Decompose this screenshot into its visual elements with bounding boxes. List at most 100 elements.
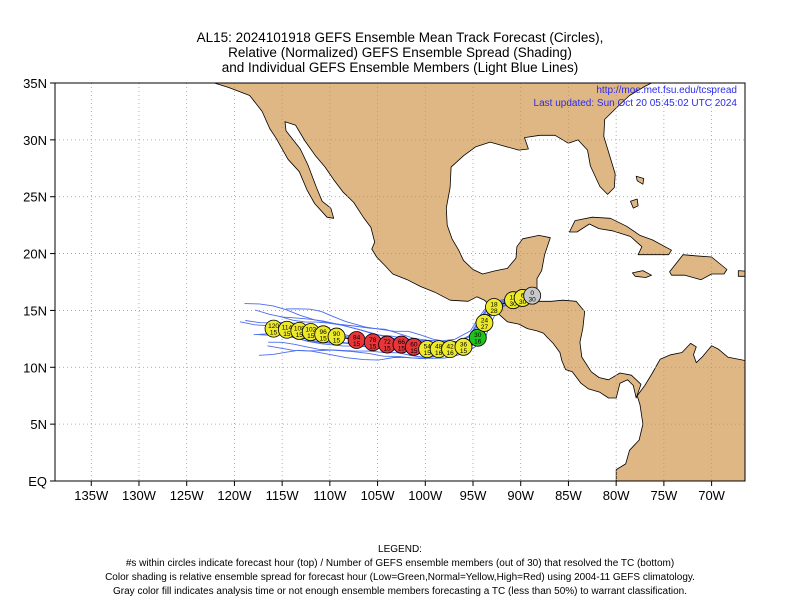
forecast-hour-label: 0 <box>530 290 534 297</box>
credit-updated: Last updated: Sun Oct 20 05:45:02 UTC 20… <box>534 98 738 109</box>
y-tick-label: 30N <box>23 133 47 148</box>
x-tick-label: 95W <box>460 488 487 503</box>
forecast-hour-label: 114 <box>282 324 293 331</box>
member-count-label: 16 <box>474 339 482 346</box>
spread-circle <box>327 327 346 346</box>
forecast-hour-label: 72 <box>383 339 391 346</box>
legend-heading: LEGEND: <box>378 544 422 555</box>
forecast-hour-label: 24 <box>481 317 489 324</box>
forecast-hour-label: 60 <box>410 341 418 348</box>
member-count-label: 15 <box>283 331 291 338</box>
x-tick-label: 75W <box>651 488 678 503</box>
y-tick-label: 10N <box>23 360 47 375</box>
y-tick-label: 15N <box>23 303 47 318</box>
member-count-label: 27 <box>481 324 489 331</box>
land-polygon <box>630 198 639 209</box>
spread-circle <box>454 337 473 356</box>
plot-frame <box>54 82 746 482</box>
land-polygon <box>569 216 672 256</box>
spread-circle <box>475 314 494 332</box>
legend-line-3: Gray color fill indicates analysis time … <box>113 586 687 597</box>
title-line-3: and Individual GEFS Ensemble Members (Li… <box>221 60 579 75</box>
forecast-hour-label: 90 <box>333 331 341 338</box>
land-polygon <box>615 342 745 481</box>
member-count-label: 15 <box>383 346 391 353</box>
land-polygon <box>632 270 652 278</box>
legend-line-1: #s within circles indicate forecast hour… <box>125 558 675 569</box>
x-tick-label: 90W <box>507 488 534 503</box>
member-count-label: 15 <box>270 330 278 337</box>
forecast-hour-label: 102 <box>305 327 316 334</box>
forecast-hour-label: 42 <box>446 344 454 351</box>
member-count-label: 15 <box>369 343 377 350</box>
forecast-hour-label: 54 <box>424 344 432 351</box>
title-line-2: Relative (Normalized) GEFS Ensemble Spre… <box>228 45 572 60</box>
x-tick-label: 125W <box>170 488 205 503</box>
x-tick-label: 115W <box>266 488 300 503</box>
x-tick-label: 100W <box>408 488 443 503</box>
track-point[interactable]: 030 <box>523 286 542 305</box>
member-count-label: 15 <box>320 335 328 342</box>
x-tick-label: 135W <box>74 488 109 503</box>
forecast-hour-label: 108 <box>294 325 305 332</box>
x-tick-label: 80W <box>603 488 630 503</box>
forecast-hour-label: 12 <box>509 295 517 302</box>
member-count-label: 30 <box>509 301 517 308</box>
land-polygon <box>635 175 645 185</box>
y-tick-label: 25N <box>23 190 47 205</box>
member-count-label: 16 <box>435 350 443 357</box>
forecast-hour-label: 66 <box>398 339 406 346</box>
forecast-hour-label: 36 <box>460 341 468 348</box>
title-line-1: AL15: 2024101918 GEFS Ensemble Mean Trac… <box>196 30 604 45</box>
forecast-hour-label: 84 <box>353 334 361 341</box>
member-count-label: 30 <box>529 297 537 304</box>
member-count-label: 15 <box>333 338 341 345</box>
forecast-hour-label: 48 <box>435 344 443 351</box>
member-count-label: 30 <box>519 299 527 306</box>
member-count-label: 15 <box>460 348 468 355</box>
member-count-label: 15 <box>424 350 432 357</box>
axis-ticks: 135W 130W 125W 120W 115W 110W 105W 100W 95W 90W 85… <box>23 76 726 503</box>
x-tick-label: 130W <box>122 488 157 503</box>
forecast-hour-label: 120 <box>268 323 279 330</box>
member-count-label: 28 <box>490 308 498 315</box>
land-masses <box>213 83 745 481</box>
member-count-label: 15 <box>296 332 304 339</box>
member-count-label: 16 <box>446 350 454 357</box>
x-tick-label: 105W <box>361 488 396 503</box>
forecast-hour-label: 18 <box>490 302 498 309</box>
member-count-label: 15 <box>398 346 406 353</box>
legend-line-2: Color shading is relative ensemble sprea… <box>105 572 695 583</box>
y-tick-label: 20N <box>23 247 47 262</box>
x-tick-label: 85W <box>555 488 582 503</box>
forecast-hour-label: 96 <box>320 329 328 336</box>
x-tick-label: 120W <box>217 488 252 503</box>
credit-url[interactable]: http://moe.met.fsu.edu/tcspread <box>596 85 737 96</box>
y-tick-label: EQ <box>28 474 47 489</box>
forecast-hour-label: 30 <box>474 332 482 339</box>
y-tick-label: 5N <box>30 417 47 432</box>
forecast-hour-label: 6 <box>521 292 525 299</box>
spread-circle <box>468 328 487 347</box>
land-polygon <box>737 270 745 277</box>
lat-lon-grid <box>55 83 745 481</box>
forecast-hour-label: 78 <box>369 337 377 344</box>
spread-circle <box>485 298 503 316</box>
member-count-label: 15 <box>307 333 315 340</box>
land-polygon <box>669 254 728 281</box>
member-count-label: 15 <box>353 341 361 348</box>
land-polygon <box>213 83 653 399</box>
spread-circle <box>523 286 542 305</box>
y-tick-label: 35N <box>23 76 47 91</box>
x-tick-label: 110W <box>313 488 347 503</box>
